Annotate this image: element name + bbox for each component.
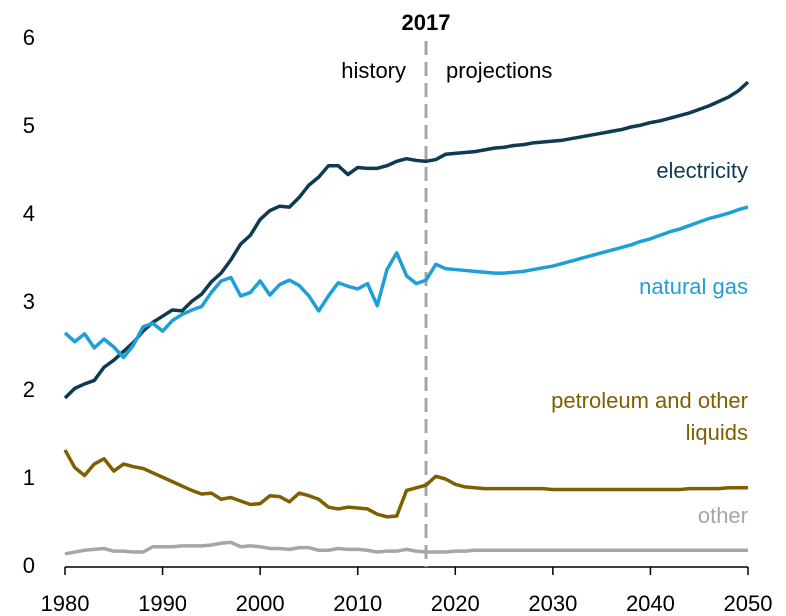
x-tick-label: 1990 xyxy=(138,591,187,616)
x-tick-label: 2040 xyxy=(626,591,675,616)
x-tick-label: 2020 xyxy=(431,591,480,616)
y-tick-label: 1 xyxy=(23,465,35,490)
series-line xyxy=(63,80,750,400)
y-tick-label: 6 xyxy=(23,25,35,50)
series-label: petroleum and other liquids xyxy=(551,388,748,445)
y-tick-label: 4 xyxy=(23,201,35,226)
series-label: natural gas xyxy=(639,274,748,299)
series-line xyxy=(64,540,748,556)
series-line xyxy=(63,449,748,519)
y-tick-label: 0 xyxy=(23,553,35,578)
y-tick-label: 2 xyxy=(23,377,35,402)
vline-label: 2017 xyxy=(402,10,451,35)
x-tick-label: 2010 xyxy=(333,591,382,616)
x-tick-label: 2050 xyxy=(724,591,773,616)
y-tick-label: 5 xyxy=(23,113,35,138)
history-label: history xyxy=(341,58,406,83)
x-tick-label: 1980 xyxy=(41,591,90,616)
x-tick-label: 2000 xyxy=(236,591,285,616)
projections-label: projections xyxy=(446,58,552,83)
series-label: electricity xyxy=(656,158,748,183)
y-tick-label: 3 xyxy=(23,289,35,314)
x-tick-label: 2030 xyxy=(528,591,577,616)
series-label: other xyxy=(697,503,748,528)
series-line xyxy=(63,205,749,360)
